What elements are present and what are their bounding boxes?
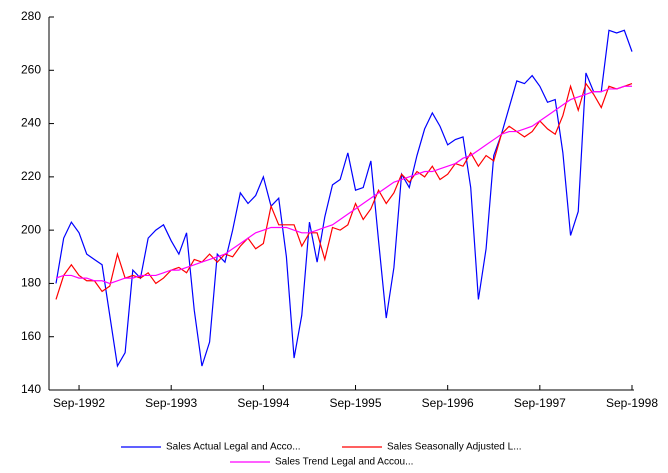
series-line — [55, 85, 632, 285]
y-tick-label: 280 — [21, 9, 41, 23]
x-tick-label: Sep-1993 — [145, 396, 197, 410]
y-tick-label: 180 — [21, 276, 41, 290]
y-tick-label: 160 — [21, 329, 41, 343]
y-tick-label: 260 — [21, 62, 41, 76]
x-tick-label: Sep-1998 — [606, 396, 658, 410]
series-line — [55, 82, 633, 300]
y-tick-label: 140 — [21, 382, 41, 396]
x-tick-label: Sep-1996 — [422, 396, 474, 410]
x-tick-label: Sep-1992 — [53, 396, 105, 410]
legend-label: Sales Trend Legal and Accou... — [275, 457, 413, 468]
y-tick-label: 220 — [21, 169, 41, 183]
y-tick-label: 240 — [21, 116, 41, 130]
x-tick-label: Sep-1995 — [329, 396, 381, 410]
series-line — [55, 29, 633, 368]
legend-label: Sales Actual Legal and Acco... — [166, 442, 301, 453]
x-tick-label: Sep-1997 — [514, 396, 566, 410]
x-tick-label: Sep-1994 — [237, 396, 289, 410]
legend-label: Sales Seasonally Adjusted L... — [387, 442, 522, 453]
y-tick-label: 200 — [21, 222, 41, 236]
